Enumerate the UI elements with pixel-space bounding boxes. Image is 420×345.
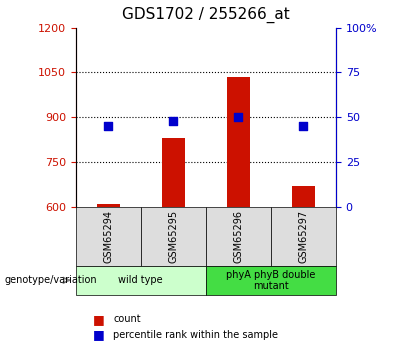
Text: percentile rank within the sample: percentile rank within the sample [113,330,278,339]
Point [235,115,242,120]
Text: GSM65295: GSM65295 [168,210,178,263]
Point [105,124,112,129]
Point [170,118,177,124]
Title: GDS1702 / 255266_at: GDS1702 / 255266_at [122,7,290,23]
Bar [97,204,120,207]
Text: count: count [113,314,141,324]
Bar [162,138,185,207]
Text: ■: ■ [92,313,104,326]
Text: phyA phyB double
mutant: phyA phyB double mutant [226,269,315,291]
Bar [292,186,315,207]
Text: GSM65294: GSM65294 [103,210,113,263]
Text: wild type: wild type [118,275,163,285]
Point [300,124,307,129]
Text: GSM65297: GSM65297 [299,210,308,263]
Text: genotype/variation: genotype/variation [4,275,97,285]
Text: GSM65296: GSM65296 [234,210,243,263]
Text: ■: ■ [92,328,104,341]
Bar [227,77,250,207]
